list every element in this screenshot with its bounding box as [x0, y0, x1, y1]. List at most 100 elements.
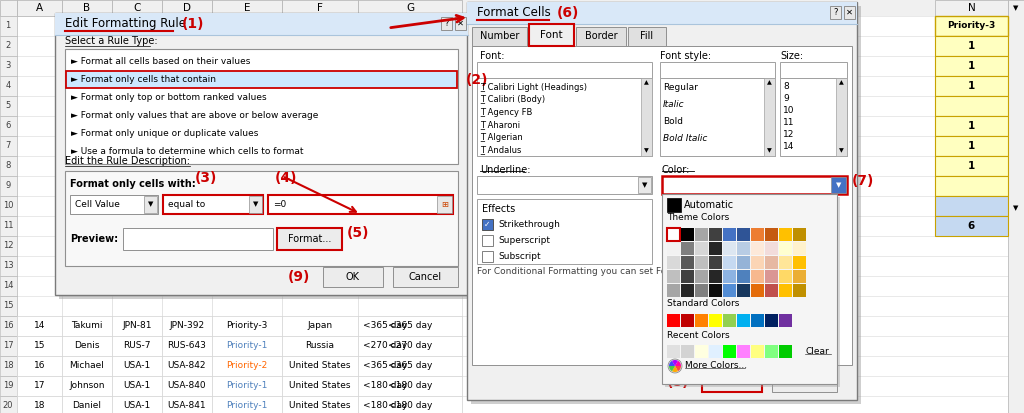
Bar [112, 396, 162, 413]
Text: Theme Colors: Theme Colors [667, 213, 729, 221]
Bar [162, 376, 212, 396]
Text: 10: 10 [3, 202, 13, 211]
Bar [278, 228, 342, 250]
Bar [765, 284, 778, 297]
Bar [702, 372, 762, 392]
Bar [358, 316, 462, 336]
Text: =0: =0 [273, 200, 287, 209]
Bar [830, 6, 841, 19]
Bar [65, 49, 458, 164]
Text: 9: 9 [783, 94, 788, 103]
Bar [17, 396, 62, 413]
Bar [282, 0, 358, 16]
Bar [695, 256, 708, 269]
Text: RUS-643: RUS-643 [168, 342, 207, 351]
Text: ▼: ▼ [837, 182, 842, 188]
Bar [17, 316, 62, 336]
Text: D: D [183, 3, 191, 13]
Text: 1: 1 [968, 61, 975, 71]
Circle shape [668, 359, 682, 373]
Bar [112, 356, 162, 376]
Text: RUS-7: RUS-7 [123, 342, 151, 351]
Bar [212, 0, 282, 16]
Text: 12: 12 [3, 242, 13, 251]
Text: <270 day: <270 day [362, 342, 408, 351]
Bar [723, 242, 736, 255]
Bar [0, 196, 17, 216]
Text: N: N [968, 3, 976, 13]
Text: 7: 7 [5, 142, 10, 150]
Bar [323, 267, 383, 287]
Bar [681, 314, 694, 327]
Text: <180 day: <180 day [388, 401, 432, 411]
Bar [477, 199, 652, 264]
Bar [17, 376, 62, 396]
Text: Font: Font [541, 30, 563, 40]
Text: (3): (3) [195, 171, 217, 185]
Bar [641, 78, 652, 156]
Bar [737, 242, 750, 255]
Text: 1: 1 [968, 81, 975, 91]
Text: More Colors...: More Colors... [685, 361, 748, 370]
Text: 1: 1 [968, 161, 975, 171]
Text: Standard Colors: Standard Colors [667, 299, 739, 309]
Text: (5): (5) [347, 226, 370, 240]
Bar [780, 62, 847, 78]
Bar [709, 228, 722, 241]
Text: Daniel: Daniel [73, 401, 101, 411]
Text: Fill: Fill [640, 31, 653, 41]
Text: Priority-3: Priority-3 [947, 21, 995, 31]
Text: T̲ Agency FB: T̲ Agency FB [480, 108, 532, 117]
Text: ▼: ▼ [1014, 205, 1019, 211]
Bar [0, 76, 17, 96]
Bar [393, 267, 458, 287]
Bar [62, 356, 112, 376]
Bar [441, 17, 452, 30]
Text: Bold Italic: Bold Italic [663, 134, 708, 143]
Text: (7): (7) [852, 174, 874, 188]
Bar [162, 356, 212, 376]
Bar [0, 256, 17, 276]
Bar [212, 376, 282, 396]
Bar [709, 242, 722, 255]
Bar [0, 116, 17, 136]
Text: Priority-2: Priority-2 [226, 361, 267, 370]
Bar [62, 396, 112, 413]
Text: ▲: ▲ [767, 81, 772, 85]
Bar [751, 345, 764, 358]
Bar [358, 356, 462, 376]
Text: 13: 13 [3, 261, 13, 271]
Text: ✕: ✕ [457, 19, 464, 28]
Bar [779, 256, 792, 269]
Text: ⊞: ⊞ [441, 200, 449, 209]
Bar [681, 284, 694, 297]
Text: ✓: ✓ [483, 220, 490, 229]
Bar [935, 76, 1008, 96]
Bar [709, 270, 722, 283]
Text: OK: OK [725, 377, 739, 387]
Bar [780, 78, 847, 156]
Text: ▼: ▼ [644, 149, 649, 154]
Bar [723, 256, 736, 269]
Wedge shape [672, 366, 678, 372]
Bar [55, 13, 468, 35]
Text: Michael: Michael [70, 361, 104, 370]
Bar [268, 195, 453, 214]
Text: 10: 10 [783, 106, 795, 115]
Bar [0, 276, 17, 296]
Text: Priority-1: Priority-1 [226, 382, 267, 391]
Bar [765, 345, 778, 358]
Text: ▲: ▲ [839, 81, 844, 85]
Text: T̲ Calibri (Body): T̲ Calibri (Body) [480, 95, 545, 104]
Bar [0, 236, 17, 256]
Bar [467, 2, 857, 400]
Text: ► Format only unique or duplicate values: ► Format only unique or duplicate values [71, 130, 258, 138]
Text: ?: ? [444, 19, 449, 28]
Bar [0, 316, 17, 336]
Text: Subscript: Subscript [498, 252, 541, 261]
Bar [162, 336, 212, 356]
Text: 4: 4 [5, 81, 10, 90]
Bar [935, 156, 1008, 176]
Bar [695, 228, 708, 241]
Bar [638, 177, 651, 193]
